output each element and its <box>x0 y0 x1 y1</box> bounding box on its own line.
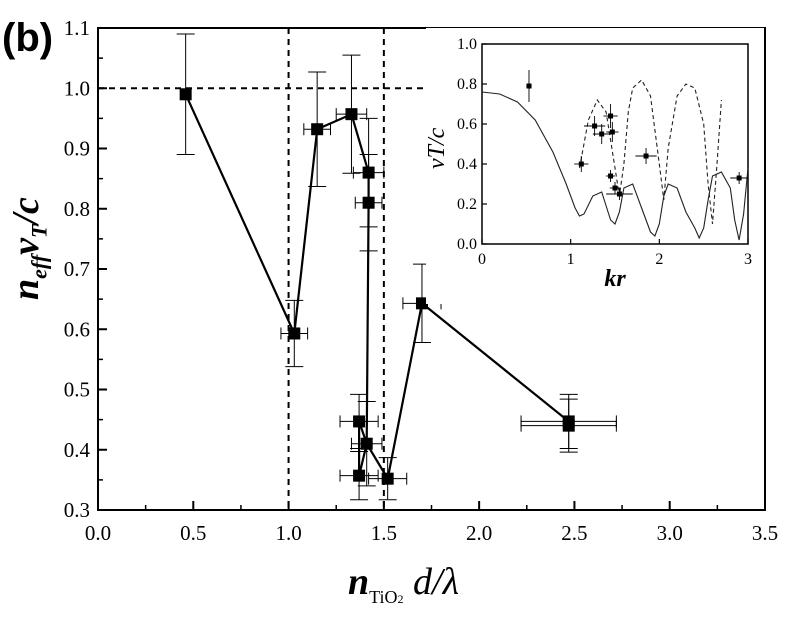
main-chart: 0.0 0.5 1.0 1.5 2.0 2.5 3.0 3.5 0.3 0.4 0.5 0.6 0.7 0… <box>64 16 778 545</box>
data-point <box>362 196 375 209</box>
ylabel-sub: eff <box>26 254 52 279</box>
inset-x-tick-label: 3 <box>744 251 752 268</box>
x-tick-label: 2.0 <box>466 521 492 545</box>
inset-chart: 0 1 2 3 0.0 0.2 0.4 0.6 0.8 1.0 kr vT/c <box>424 28 764 304</box>
xlabel-sub: TiO2 <box>369 587 403 607</box>
inset-data-point <box>736 175 742 181</box>
x-tick-label: 2.5 <box>561 521 587 545</box>
x-tick-label: 3.0 <box>657 521 683 545</box>
data-point <box>353 415 366 428</box>
xlabel-sub2: 2 <box>397 591 404 606</box>
inset-y-tick-label: 0.8 <box>457 76 477 93</box>
inset-y-tick-label: 0.2 <box>457 196 477 213</box>
y-tick-label: 0.6 <box>64 317 90 341</box>
x-tick-label: 0.5 <box>180 521 206 545</box>
y-tick-label: 0.5 <box>64 378 90 402</box>
data-point <box>353 469 366 482</box>
panel-label: (b) <box>2 16 54 60</box>
main-x-axis-label: nTiO2 d/λ <box>348 560 459 608</box>
data-point <box>415 297 428 310</box>
inset-y-tick-label: 1.0 <box>457 36 477 53</box>
inset-y-tick-label: 0.4 <box>457 156 477 173</box>
y-tick-label: 0.8 <box>64 197 90 221</box>
inset-data-point <box>609 129 615 135</box>
inset-theory-solid-curve <box>481 91 749 241</box>
x-tick-label: 1.5 <box>371 521 397 545</box>
xlabel-sub-text: TiO <box>369 586 398 607</box>
y-tick-label: 0.9 <box>64 137 90 161</box>
inset-data-point <box>612 185 618 191</box>
data-point <box>311 123 324 136</box>
xlabel-tail: d/λ <box>403 561 460 603</box>
inset-plot-frame <box>481 43 749 245</box>
ylabel-base: n <box>5 278 47 300</box>
x-tick-label: 1.0 <box>275 521 301 545</box>
main-y-axis-label: neffvT/c <box>4 197 53 300</box>
inset-data-point <box>608 173 614 179</box>
inset-data-point <box>578 161 584 167</box>
inset-x-axis-label: kr <box>604 266 626 292</box>
ylabel-mid-sub: T <box>26 224 52 238</box>
y-tick-label: 1.1 <box>64 16 90 40</box>
data-point <box>288 327 301 340</box>
xlabel-base: n <box>348 561 370 603</box>
inset-x-tick-label: 1 <box>567 251 575 268</box>
y-tick-label: 0.3 <box>64 498 90 522</box>
data-point <box>179 88 192 101</box>
y-tick-label: 0.4 <box>64 438 91 462</box>
inset-data-point <box>592 123 598 129</box>
inset-x-tick-label: 2 <box>655 251 663 268</box>
x-tick-label: 3.5 <box>752 521 778 545</box>
data-point <box>360 437 373 450</box>
x-tick-label: 0.0 <box>85 521 111 545</box>
inset-data-point <box>526 83 532 89</box>
inset-x-tick-label: 0 <box>478 251 486 268</box>
y-tick-label: 0.7 <box>64 257 90 281</box>
ylabel-mid: v <box>5 237 47 255</box>
inset-data-point <box>643 153 649 159</box>
inset-data-point <box>616 191 622 197</box>
data-point <box>381 472 394 485</box>
inset-data-point <box>608 113 614 119</box>
inset-y-tick-label: 0.0 <box>457 236 477 253</box>
data-point <box>345 108 358 121</box>
y-tick-label: 1.0 <box>64 76 90 100</box>
ylabel-tail: /c <box>5 197 47 225</box>
inset-data-point <box>599 131 605 137</box>
inset-y-axis-label: vT/c <box>424 127 450 169</box>
data-point <box>562 419 575 432</box>
inset-theory-dashed-curve <box>578 79 722 225</box>
inset-y-tick-label: 0.6 <box>457 116 477 133</box>
